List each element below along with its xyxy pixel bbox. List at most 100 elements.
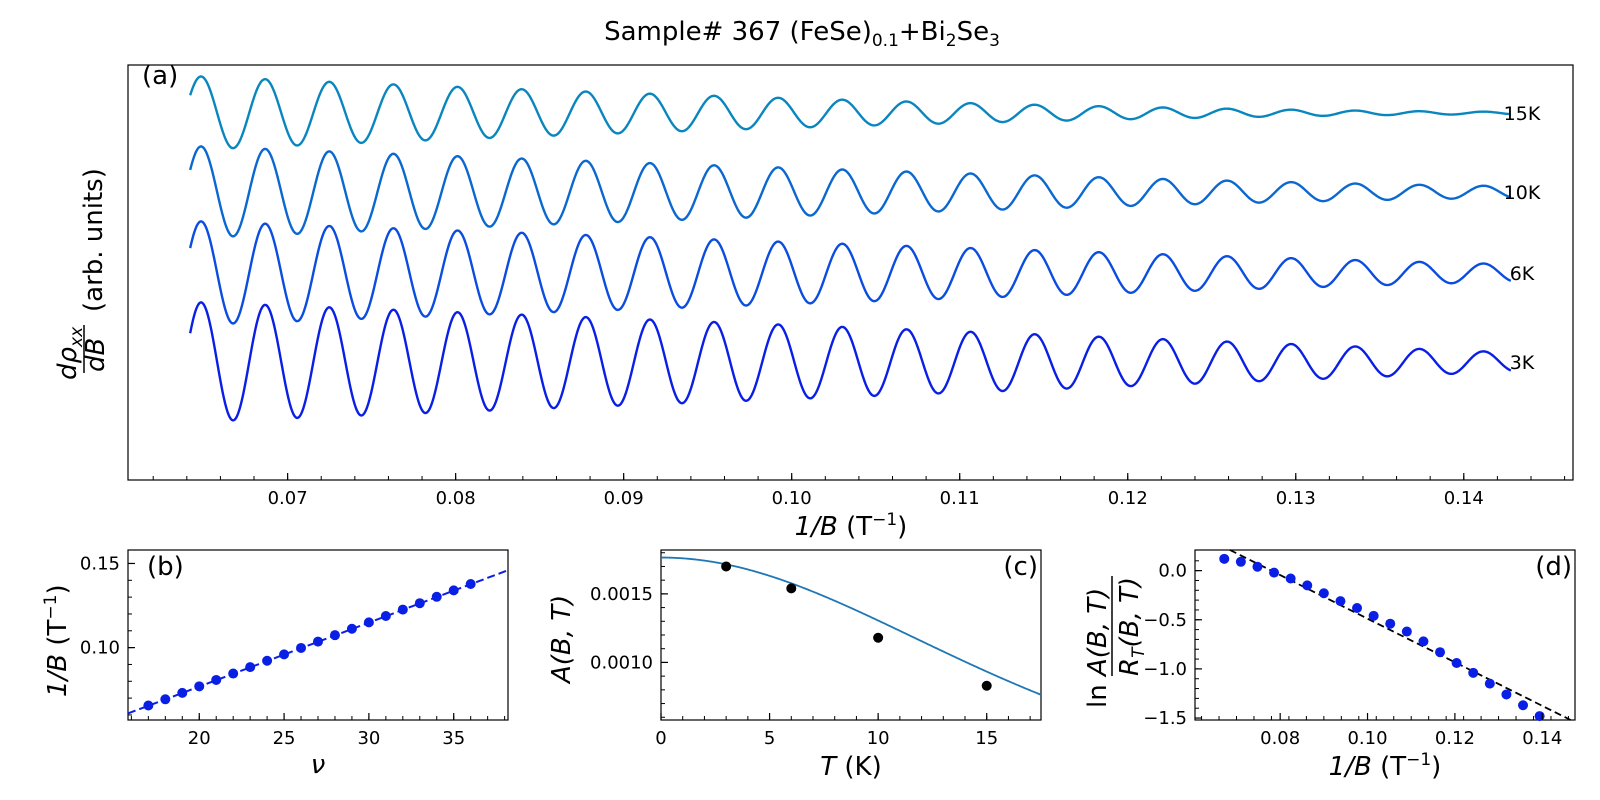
- panel-b-point: [431, 591, 442, 602]
- panel-c-point: [721, 561, 732, 572]
- panel-b-point: [380, 610, 391, 621]
- panel-c-ticks: 0 5 10 15 0.0010 0.0015: [590, 552, 1031, 749]
- panel-c-ytick-label: 0.0010: [590, 652, 653, 673]
- panel-d-data: [1219, 549, 1572, 722]
- panel-b-data: [127, 569, 509, 715]
- panel-b-point: [313, 636, 323, 647]
- panel-d-point: [1285, 573, 1296, 584]
- panel-d-xtick-label: 0.08: [1260, 728, 1300, 749]
- panel-b-ylabel: 1/B (T−1): [41, 584, 73, 697]
- panel-b-xlabel: ν: [311, 750, 326, 780]
- panel-c-point: [873, 632, 884, 643]
- panel-a-xtick-label: 0.13: [1276, 488, 1316, 509]
- svg-text:A(B, T): A(B, T): [1083, 588, 1113, 678]
- panel-a-xtick-label: 0.08: [436, 488, 476, 509]
- panel-a-ylabel: dB dρxx (arb. units): [53, 168, 111, 380]
- panel-d-point: [1418, 636, 1429, 647]
- panel-c-xlabel: T (K): [820, 752, 882, 782]
- panel-b-point: [465, 579, 476, 589]
- panel-d-ticks: 0.08 0.10 0.12 0.14 0.0 −0.5 −1.0 −1.5: [1143, 560, 1569, 749]
- panel-d-point: [1235, 556, 1246, 567]
- panel-a-xtick-label: 0.12: [1108, 488, 1148, 509]
- panel-d-point: [1318, 588, 1329, 599]
- panel-d-point: [1352, 602, 1363, 613]
- panel-b-landau-fan: 20 25 30 35 0.10 0.15 (b) ν 1/B (T−1): [41, 549, 509, 780]
- panel-a-xtick-label: 0.14: [1444, 488, 1484, 509]
- series-label-6K: 6K: [1510, 263, 1535, 285]
- panel-b-xtick-label: 20: [188, 728, 211, 749]
- svg-text:RT(B, T): RT(B, T): [1115, 577, 1149, 676]
- panel-b-label: (b): [147, 552, 184, 582]
- panel-d-xtick-label: 0.10: [1347, 728, 1387, 749]
- panel-c-point: [786, 583, 797, 594]
- panel-a-xlabel: 1/B (T−1): [795, 510, 908, 542]
- panel-b-point: [414, 598, 425, 609]
- panel-a-oscillations: 0.07 0.08 0.09 0.10 0.11 0.12 0.13 0.14 15K 10K 6…: [53, 61, 1574, 542]
- panel-d-point: [1501, 689, 1512, 700]
- series-label-3K: 3K: [1510, 352, 1535, 374]
- panel-c-xtick-label: 15: [975, 728, 998, 749]
- panel-b-fit-line: [127, 569, 509, 715]
- panel-d-point: [1468, 667, 1479, 678]
- panel-b-point: [448, 585, 459, 596]
- panel-c-xtick-label: 10: [867, 728, 890, 749]
- panel-b-point: [228, 668, 239, 679]
- panel-d-fit-line: [1229, 549, 1572, 721]
- series-label-10K: 10K: [1504, 182, 1541, 204]
- panel-b-point: [346, 623, 357, 634]
- panel-b-point: [245, 662, 256, 673]
- panel-d-ytick-label: −1.0: [1143, 659, 1187, 680]
- panel-d-point: [1368, 610, 1379, 621]
- panel-d-point: [1401, 626, 1412, 637]
- panel-d-xtick-label: 0.14: [1522, 728, 1562, 749]
- panel-a-xtick-label: 0.11: [940, 488, 980, 509]
- panel-d-xtick-label: 0.12: [1435, 728, 1475, 749]
- panel-b-point: [363, 617, 374, 628]
- panel-b-point: [177, 687, 188, 698]
- panel-d-point: [1219, 553, 1230, 564]
- panel-d-point: [1269, 567, 1280, 578]
- panel-c-frame: [660, 549, 1042, 721]
- panel-a-xtick-label: 0.07: [268, 488, 308, 509]
- figure-title: Sample# 367 (FeSe)0.1+Bi2Se3: [604, 17, 1000, 51]
- panel-b-point: [194, 681, 205, 692]
- panel-b-point: [262, 655, 273, 666]
- series-line-6K: [189, 220, 1512, 325]
- panel-d-ylabel: ln A(B, T) RT(B, T): [1083, 576, 1149, 708]
- panel-d-ytick-label: −1.5: [1143, 708, 1187, 729]
- panel-c-data: [661, 556, 1042, 696]
- panel-a-label: (a): [142, 61, 178, 91]
- svg-text:dρxx: dρxx: [53, 326, 87, 380]
- panel-b-point: [329, 630, 340, 641]
- svg-text:ln: ln: [1083, 684, 1113, 708]
- panel-d-point: [1435, 647, 1446, 658]
- panel-c-amplitude-vs-temperature: 0 5 10 15 0.0010 0.0015 (c) T (K) A(B, T): [547, 549, 1042, 782]
- panel-d-point: [1385, 618, 1396, 629]
- panel-d-dingle-plot: 0.08 0.10 0.12 0.14 0.0 −0.5 −1.0 −1.5 (d) 1/B …: [1083, 549, 1576, 782]
- panel-a-xtick-label: 0.09: [604, 488, 644, 509]
- panel-d-label: (d): [1535, 552, 1572, 582]
- panel-a-xtick-label: 0.10: [772, 488, 812, 509]
- panel-d-point: [1451, 658, 1462, 669]
- panel-a-curves: [188, 75, 1512, 422]
- panel-b-point: [160, 694, 171, 705]
- series-line-3K: [188, 301, 1512, 422]
- panel-b-point: [397, 604, 408, 615]
- panel-d-frame: [1194, 549, 1576, 721]
- panel-c-fit-curve: [661, 556, 1042, 696]
- panel-d-xlabel: 1/B (T−1): [1329, 750, 1442, 782]
- panel-d-ytick-label: −0.5: [1143, 610, 1187, 631]
- panel-d-point: [1252, 561, 1263, 572]
- panel-b-xtick-label: 30: [357, 728, 380, 749]
- series-line-15K: [189, 75, 1511, 150]
- panel-c-label: (c): [1003, 552, 1038, 582]
- panel-b-ytick-label: 0.15: [80, 553, 120, 574]
- panel-b-point: [143, 700, 154, 711]
- panel-b-point: [279, 649, 290, 660]
- panel-c-xtick-label: 0: [655, 728, 666, 749]
- panel-a-x-ticks: 0.07 0.08 0.09 0.10 0.11 0.12 0.13 0.14: [152, 473, 1566, 509]
- panel-c-ylabel: A(B, T): [547, 595, 577, 685]
- panel-b-point: [296, 642, 307, 653]
- panel-d-point: [1518, 700, 1529, 711]
